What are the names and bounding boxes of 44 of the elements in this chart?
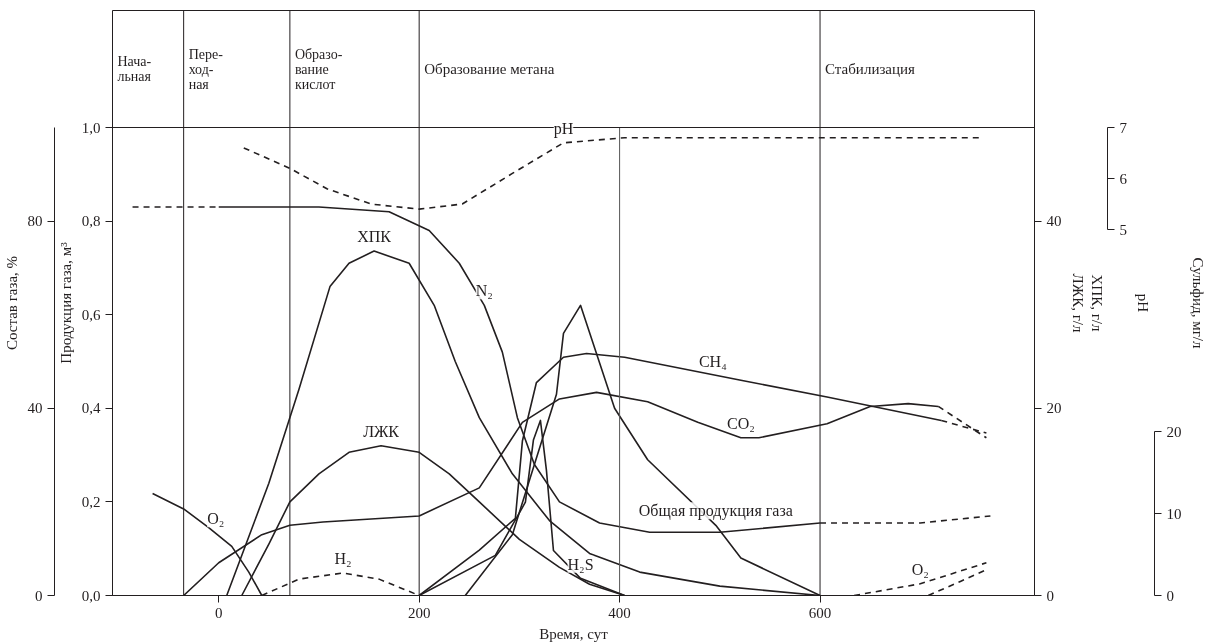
x-tick-label: 600 xyxy=(808,604,832,621)
annotation: CH₄ xyxy=(698,352,728,370)
annotation: ЛЖК xyxy=(363,422,400,440)
ref-line-label: Нача- льная xyxy=(117,54,152,84)
annotation: Общая продукция газа xyxy=(638,502,793,521)
x-axis-title: Время, сут xyxy=(539,625,609,642)
annotation: ХПК xyxy=(357,228,392,246)
annotation: pH xyxy=(553,119,574,138)
y-axis-title: pH xyxy=(1135,293,1151,313)
y-tick-label: 7 xyxy=(1119,119,1128,136)
y2-tick-label: 80 xyxy=(27,213,43,230)
annotation: O₂ xyxy=(207,510,225,528)
y-tick-label: 0,8 xyxy=(81,213,101,230)
ref-line-label: Образование метана xyxy=(424,61,555,77)
y2-tick-label: 20 xyxy=(1166,423,1182,440)
y-tick-label: 1,0 xyxy=(81,119,101,136)
y3-axis-title: ХПК, г/л ЛЖК, г/л xyxy=(1069,273,1105,333)
y2-tick-label: 0 xyxy=(35,587,43,604)
y-tick-label: 0,4 xyxy=(81,400,101,417)
y-tick-label: 0,6 xyxy=(81,306,101,323)
x-tick-label: 0 xyxy=(214,604,223,621)
annotation: N₂ xyxy=(475,282,493,300)
x-tick-label: 200 xyxy=(407,604,431,621)
y2-tick-label: 10 xyxy=(1166,505,1182,522)
ref-line-label: Пере- ход- ная xyxy=(188,46,224,92)
y2-tick-label: 40 xyxy=(27,400,43,417)
x-tick-label: 400 xyxy=(608,604,631,621)
y-tick-label: 0,0 xyxy=(81,587,101,604)
y3-tick-label: 20 xyxy=(1046,400,1062,417)
y-axis-title: Продукция газа, м³ xyxy=(57,241,74,364)
y2-axis-title: Состав газа, % xyxy=(3,255,20,351)
ref-line-label: Стабилизация xyxy=(825,61,916,77)
y3-tick-label: 40 xyxy=(1046,213,1062,230)
y-tick-label: 6 xyxy=(1119,170,1128,187)
annotation: CO₂ xyxy=(726,414,755,432)
y-tick-label: 5 xyxy=(1119,221,1127,238)
y2-tick-label: 0 xyxy=(1166,587,1174,604)
y-tick-label: 0,2 xyxy=(81,493,101,510)
annotation: O₂ xyxy=(911,560,929,578)
ref-line-label: Образо- вание кислот xyxy=(294,46,343,92)
y2-axis-title: Сульфид, мг/л xyxy=(1189,257,1206,349)
annotation: H₂S xyxy=(567,555,594,573)
annotation: H₂ xyxy=(334,550,352,568)
y3-tick-label: 0 xyxy=(1046,587,1054,604)
